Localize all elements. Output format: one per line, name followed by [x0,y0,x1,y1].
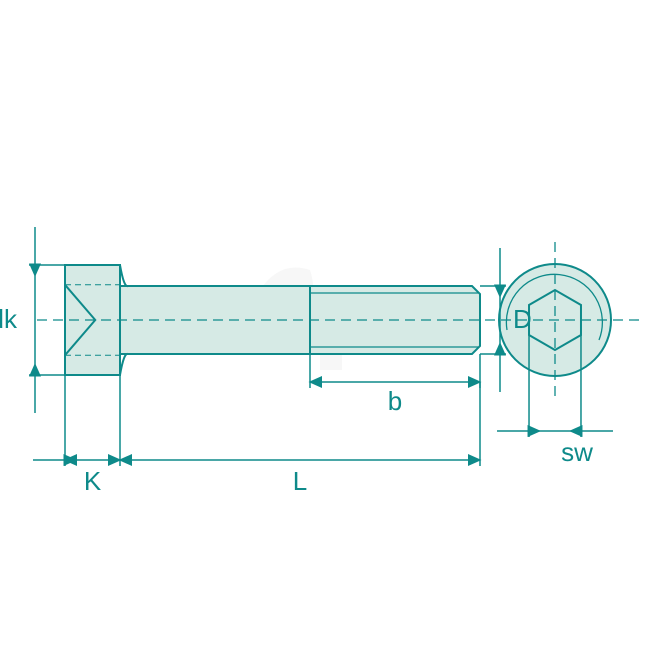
dim-label-b: b [388,386,402,416]
dim-label-dk: dk [0,304,18,334]
dim-label-sw: sw [561,437,593,467]
dim-label-D: D [513,304,532,334]
dim-label-K: K [84,466,102,496]
dim-label-L: L [293,466,307,496]
